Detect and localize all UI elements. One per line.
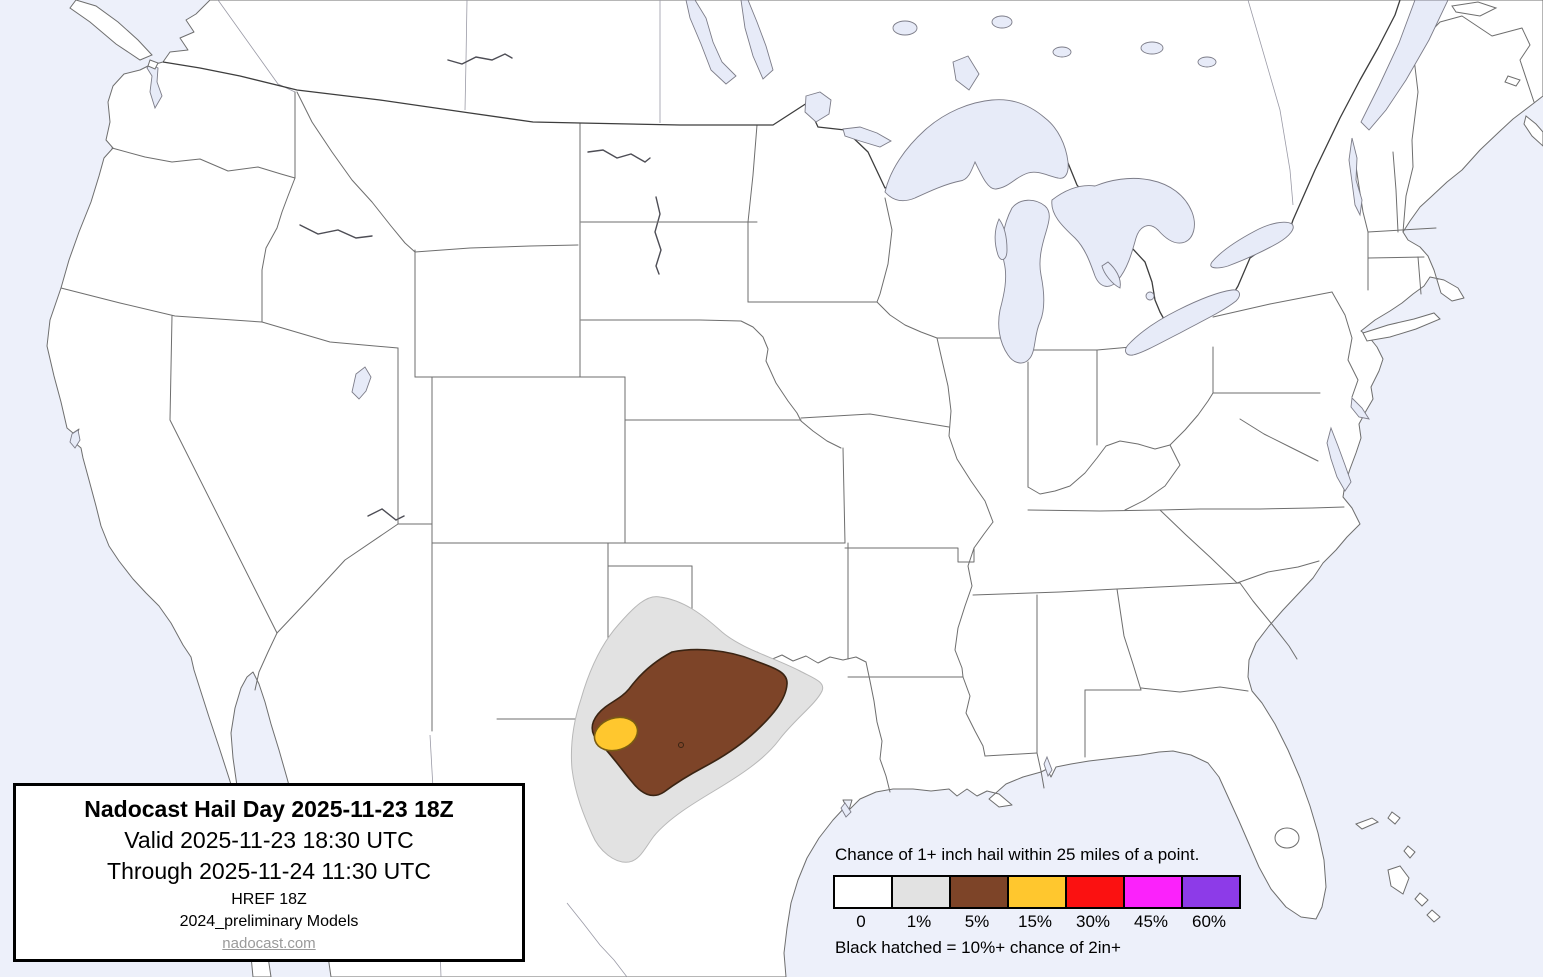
rainy-lake — [842, 126, 892, 148]
legend-swatch-15% — [1007, 875, 1067, 909]
mobile-bay — [1043, 755, 1053, 778]
bahamas-island — [1426, 909, 1441, 923]
legend-label-30%: 30% — [1075, 912, 1111, 931]
canadian-lake — [991, 15, 1013, 29]
anticosti-island — [1451, 1, 1498, 17]
nadocast-site-link[interactable]: nadocast.com — [222, 935, 316, 952]
legend-label-15%: 15% — [1017, 912, 1053, 931]
lake-champlain — [1348, 137, 1363, 217]
chesapeake-bay — [1326, 426, 1352, 492]
legend-title: Chance of 1+ inch hail within 25 miles o… — [835, 845, 1200, 864]
bahamas-island — [1355, 817, 1380, 830]
lake-okeechobee — [1274, 827, 1300, 849]
hail-probability-contours — [570, 596, 824, 863]
hail-contour-5pct-dot — [678, 742, 684, 748]
legend-swatch-0 — [833, 875, 893, 909]
canadian-lake — [1140, 41, 1164, 55]
legend-label-row: 0 1% 5% 15% 30% 45% 60% — [833, 912, 1241, 932]
forecast-valid-time: Valid 2025-11-23 18:30 UTC — [124, 827, 414, 853]
bahamas-island — [1387, 811, 1401, 825]
long-island — [1362, 312, 1441, 342]
delaware-bay — [1350, 397, 1370, 420]
legend-label-0: 0 — [856, 912, 866, 931]
forecast-model: HREF 18Z — [231, 891, 307, 908]
islands — [69, 0, 1543, 923]
lake-winnipeg — [740, 0, 774, 80]
legend-hatched-note: Black hatched = 10%+ chance of 2in+ — [835, 938, 1121, 957]
legend-label-60%: 60% — [1191, 912, 1227, 931]
lake-of-the-woods — [804, 91, 832, 123]
rivers — [299, 53, 662, 521]
lakes — [69, 0, 1449, 849]
puget-sound — [146, 63, 163, 110]
galveston-bay — [840, 802, 852, 818]
lake-michigan — [998, 199, 1050, 364]
forecast-model-version: 2024_preliminary Models — [179, 913, 359, 930]
lake-ontario — [1210, 221, 1294, 269]
bahamas-island — [1403, 845, 1416, 859]
legend-swatch-30% — [1065, 875, 1125, 909]
legend-swatch-1% — [891, 875, 951, 909]
bahamas-island — [1414, 892, 1429, 907]
hail-probability-legend: Chance of 1+ inch hail within 25 miles o… — [833, 845, 1241, 958]
green-bay — [994, 218, 1008, 261]
great-salt-lake — [351, 366, 372, 400]
legend-swatch-row — [833, 875, 1241, 909]
forecast-title-box: Nadocast Hail Day 2025-11-23 18Z Valid 2… — [13, 783, 525, 962]
hail-contour-5pct — [591, 648, 788, 797]
legend-swatch-60% — [1181, 875, 1241, 909]
canadian-lake — [892, 20, 918, 36]
canadian-lake — [1052, 46, 1072, 58]
lake-st-clair — [1145, 291, 1155, 301]
lake-erie — [1125, 289, 1240, 356]
lake-huron — [1051, 177, 1195, 287]
san-juan-island — [147, 59, 159, 70]
legend-swatch-45% — [1123, 875, 1183, 909]
forecast-through-time: Through 2025-11-24 11:30 UTC — [107, 858, 431, 884]
hail-contour-15pct — [593, 716, 639, 752]
legend-label-1%: 1% — [906, 912, 932, 931]
saginaw-bay — [1101, 261, 1121, 289]
prince-edward-island — [1504, 75, 1521, 87]
continent-landmass — [46, 0, 1543, 977]
nova-scotia — [1523, 115, 1543, 147]
lake-manitoba — [685, 0, 737, 85]
st-lawrence-estuary — [1360, 0, 1449, 131]
legend-swatch-5% — [949, 875, 1009, 909]
vancouver-island — [69, 0, 153, 61]
andros-island — [1387, 865, 1410, 895]
canadian-lake — [1197, 56, 1217, 68]
lake-nipigon — [952, 55, 980, 91]
lake-superior — [884, 99, 1069, 202]
legend-label-5%: 5% — [964, 912, 990, 931]
san-francisco-bay — [69, 429, 81, 449]
forecast-title: Nadocast Hail Day 2025-11-23 18Z — [84, 796, 454, 822]
legend-label-45%: 45% — [1133, 912, 1169, 931]
